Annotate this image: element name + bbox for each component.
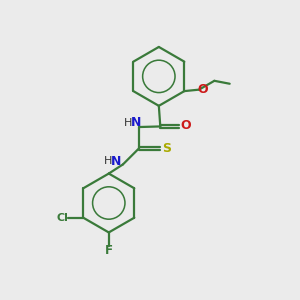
- Text: N: N: [131, 116, 141, 129]
- Text: O: O: [181, 119, 191, 132]
- Text: Cl: Cl: [56, 213, 68, 223]
- Text: H: H: [104, 157, 112, 166]
- Text: F: F: [105, 244, 113, 257]
- Text: O: O: [197, 83, 208, 96]
- Text: H: H: [124, 118, 132, 128]
- Text: N: N: [111, 155, 122, 168]
- Text: S: S: [162, 142, 171, 155]
